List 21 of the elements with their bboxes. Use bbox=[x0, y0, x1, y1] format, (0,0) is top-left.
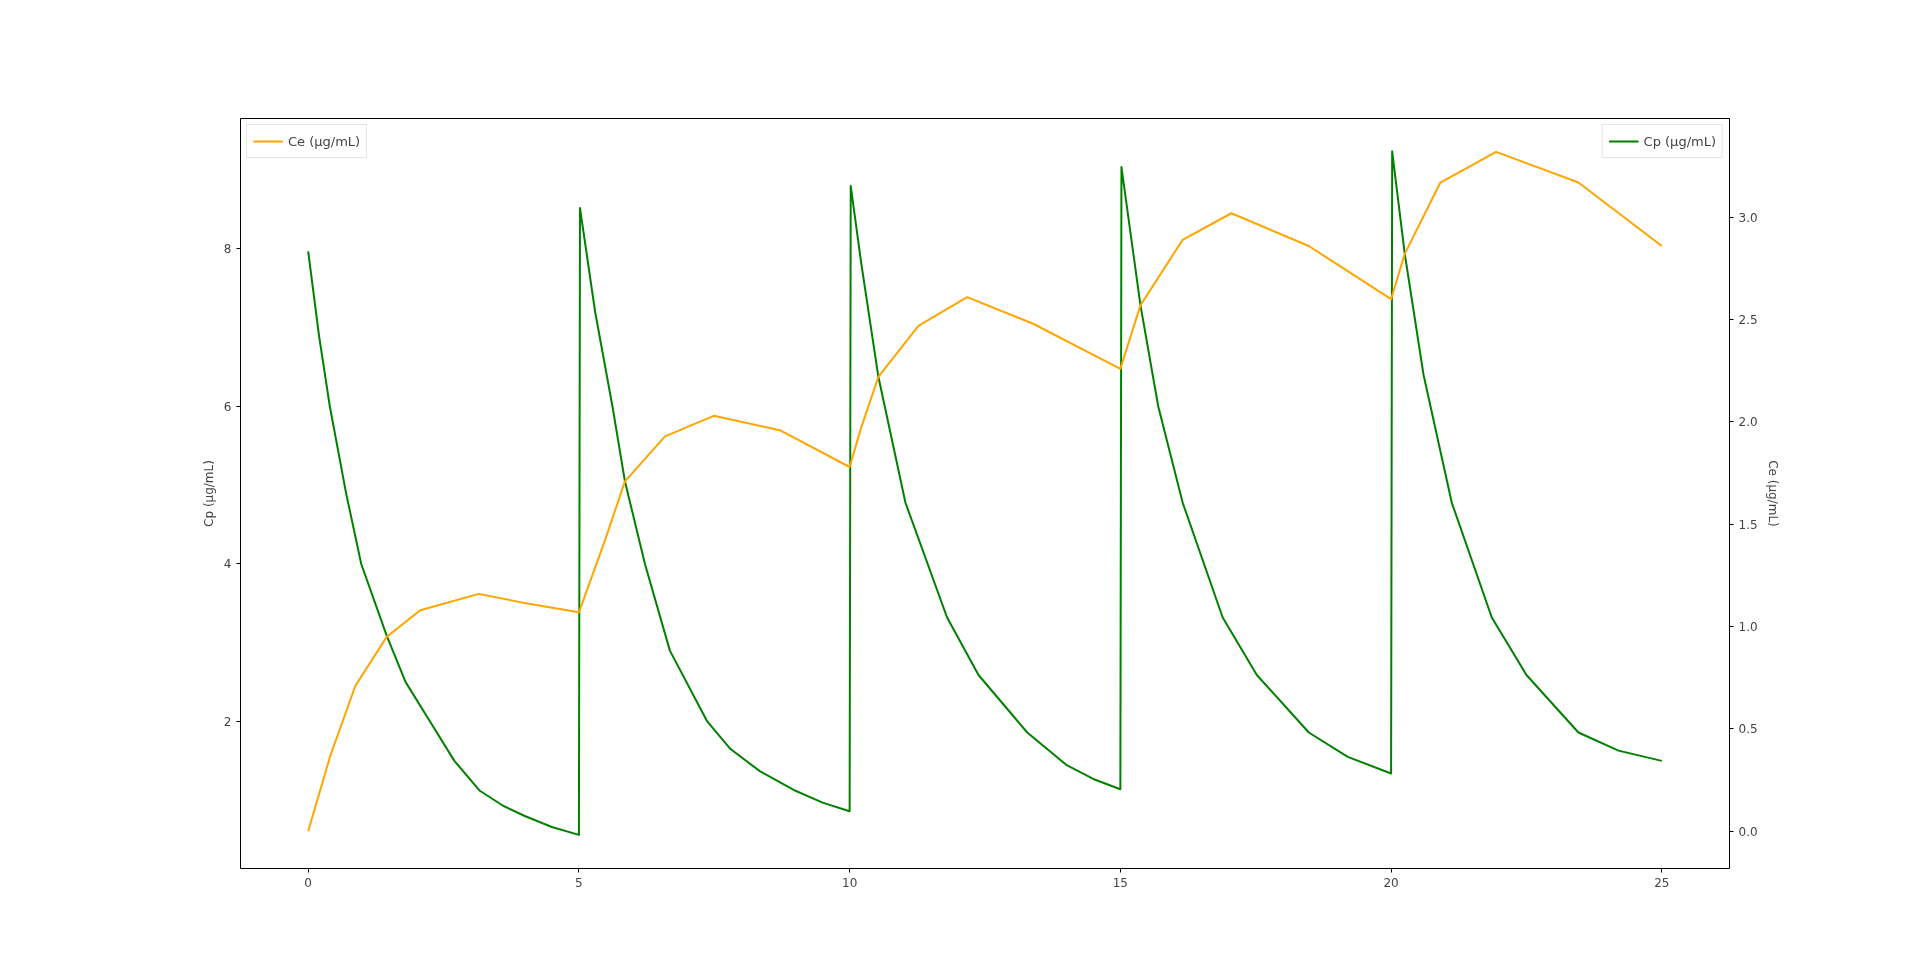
y2-tick-label: 2.5 bbox=[1738, 313, 1758, 328]
x-tick-label: 0 bbox=[304, 875, 313, 890]
y2-tick-label: 1.0 bbox=[1738, 620, 1758, 635]
x-tick-label: 15 bbox=[1112, 875, 1129, 890]
x-tick-label: 25 bbox=[1654, 875, 1670, 890]
y-axis-title: Cp (µg/mL) bbox=[201, 460, 216, 527]
y-tick-label: 8 bbox=[223, 242, 232, 257]
y2-axis-title: Ce (µg/mL) bbox=[1765, 460, 1780, 527]
y-tick-label: 4 bbox=[223, 557, 232, 572]
y-tick-label: 6 bbox=[223, 399, 232, 414]
y-tick-label: 2 bbox=[223, 714, 232, 729]
y2-tick-label: 0.5 bbox=[1738, 722, 1758, 737]
y2-tick-label: 2.0 bbox=[1738, 415, 1758, 430]
legend-label: Cp (µg/mL) bbox=[1643, 133, 1716, 149]
x-tick-label: 20 bbox=[1383, 875, 1399, 890]
legend-label: Ce (µg/mL) bbox=[288, 133, 361, 149]
y2-tick-label: 1.5 bbox=[1738, 517, 1758, 532]
y2-tick-label: 3.0 bbox=[1738, 210, 1758, 225]
x-tick-label: 5 bbox=[575, 875, 583, 890]
y2-tick-label: 0.0 bbox=[1738, 824, 1758, 839]
x-tick-label: 10 bbox=[842, 875, 858, 890]
